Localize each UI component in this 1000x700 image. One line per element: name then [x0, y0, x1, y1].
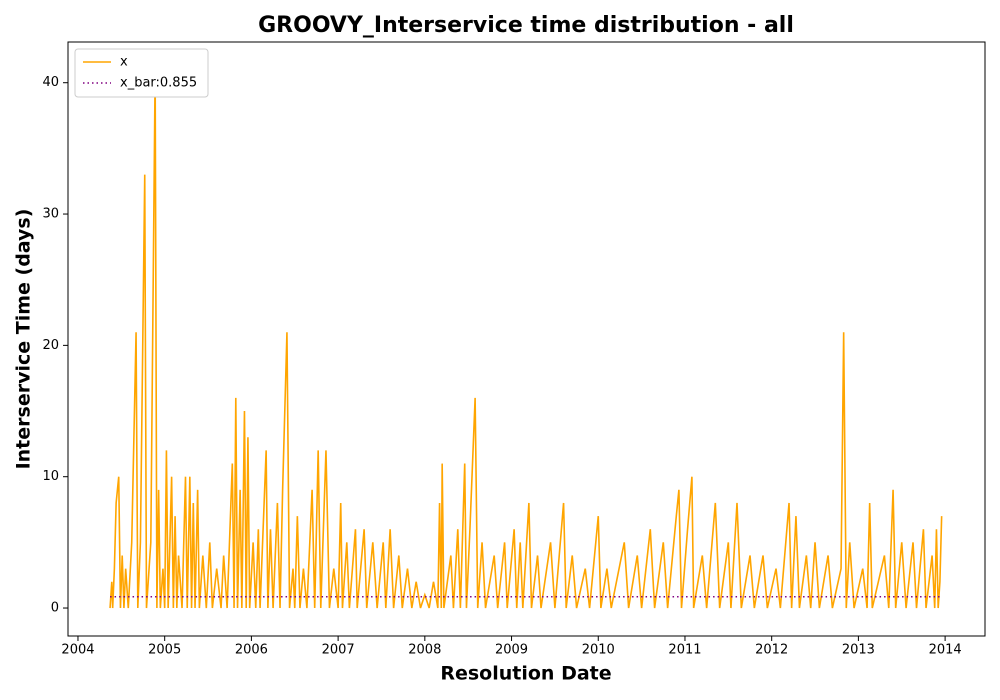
- y-tick-label: 10: [42, 469, 59, 484]
- x-tick-label: 2012: [755, 643, 788, 658]
- legend-label: x: [120, 55, 128, 70]
- x-tick-label: 2005: [148, 643, 181, 658]
- plot-frame: [67, 41, 986, 637]
- x-tick-label: 2010: [582, 643, 615, 658]
- x-tick-label: 2008: [408, 643, 441, 658]
- x-tick-label: 2006: [235, 643, 268, 658]
- x-axis-label: Resolution Date: [440, 663, 611, 685]
- x-tick-label: 2004: [61, 643, 94, 658]
- legend-box: [74, 48, 209, 98]
- x-tick-label: 2009: [495, 643, 528, 658]
- series-line: [109, 69, 943, 609]
- legend-label: x_bar:0.855: [120, 76, 197, 91]
- y-tick-label: 0: [51, 601, 59, 616]
- x-tick-label: 2014: [929, 643, 962, 658]
- x-tick-label: 2013: [842, 643, 875, 658]
- y-tick-label: 20: [42, 338, 59, 353]
- legend: x x_bar:0.855: [74, 48, 209, 98]
- y-tick-label: 30: [42, 207, 59, 222]
- x-tick-label: 2007: [322, 643, 355, 658]
- y-tick-label: 40: [42, 75, 59, 90]
- y-axis-label: Interservice Time (days): [13, 209, 35, 470]
- x-tick-label: 2011: [668, 643, 701, 658]
- chart-title: GROOVY_Interservice time distribution - …: [258, 13, 794, 38]
